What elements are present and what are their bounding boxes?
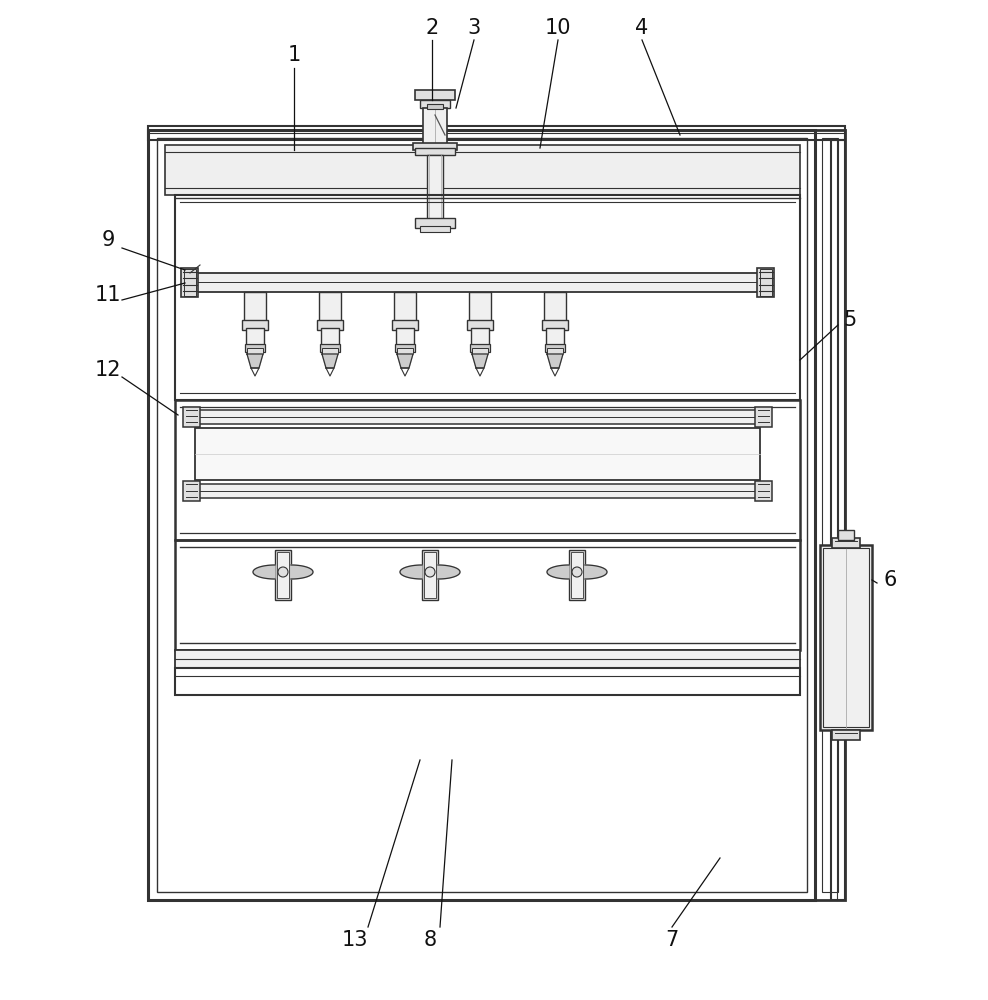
Text: 3: 3 — [467, 18, 480, 38]
Bar — [822, 138, 838, 892]
Text: 2: 2 — [426, 18, 439, 38]
Bar — [571, 552, 583, 598]
Bar — [148, 130, 815, 900]
Bar — [420, 226, 450, 232]
Polygon shape — [585, 565, 607, 579]
Bar — [427, 104, 443, 109]
Polygon shape — [253, 565, 275, 579]
Bar — [175, 195, 800, 400]
Bar — [392, 320, 418, 330]
Text: 11: 11 — [95, 285, 122, 305]
Bar — [415, 218, 455, 228]
Bar — [547, 348, 563, 354]
Bar — [148, 126, 845, 140]
Bar — [394, 292, 416, 325]
Text: 4: 4 — [635, 18, 649, 38]
Bar — [423, 108, 447, 145]
Text: 9: 9 — [102, 230, 115, 250]
Text: 8: 8 — [424, 930, 437, 950]
Polygon shape — [438, 565, 460, 579]
Text: 10: 10 — [544, 18, 571, 38]
Bar — [320, 344, 340, 352]
Bar — [181, 268, 198, 297]
Bar — [165, 145, 800, 195]
Circle shape — [425, 567, 435, 577]
Bar — [242, 320, 268, 330]
Bar — [427, 155, 443, 225]
Circle shape — [572, 567, 582, 577]
Bar — [832, 538, 860, 548]
Polygon shape — [247, 354, 263, 368]
Bar — [544, 292, 566, 325]
Bar — [760, 269, 772, 296]
Bar — [275, 550, 291, 600]
Bar — [755, 407, 772, 427]
Bar — [157, 138, 807, 892]
Bar — [832, 730, 860, 740]
Bar — [397, 348, 413, 354]
Bar — [183, 407, 200, 427]
Bar — [415, 148, 455, 155]
Text: 1: 1 — [288, 45, 300, 65]
Bar — [175, 650, 800, 668]
Bar — [192, 484, 768, 498]
Bar — [396, 328, 414, 348]
Bar — [317, 320, 343, 330]
Bar — [757, 268, 774, 297]
Bar — [823, 548, 869, 727]
Bar — [420, 100, 450, 108]
Bar — [820, 545, 872, 730]
Bar — [395, 344, 415, 352]
Bar — [469, 292, 491, 325]
Bar — [175, 400, 800, 540]
Text: 12: 12 — [95, 360, 122, 380]
Bar — [277, 552, 289, 598]
Bar — [183, 481, 200, 501]
Bar — [245, 344, 265, 352]
Bar — [467, 320, 493, 330]
Bar — [815, 130, 845, 900]
Bar — [184, 269, 196, 296]
Bar — [322, 348, 338, 354]
Bar — [546, 328, 564, 348]
Bar — [471, 328, 489, 348]
Bar — [569, 550, 585, 600]
Text: 13: 13 — [342, 930, 369, 950]
Bar — [424, 552, 436, 598]
Bar — [244, 292, 266, 325]
Bar — [175, 668, 800, 695]
Bar — [190, 273, 768, 292]
Bar — [246, 328, 264, 348]
Polygon shape — [397, 354, 413, 368]
Circle shape — [278, 567, 288, 577]
Bar — [192, 410, 768, 424]
Polygon shape — [322, 354, 338, 368]
Bar — [413, 143, 457, 150]
Bar — [472, 348, 488, 354]
Polygon shape — [547, 565, 569, 579]
Bar — [247, 348, 263, 354]
Text: 5: 5 — [844, 310, 857, 330]
Bar — [831, 140, 845, 900]
Bar — [175, 540, 800, 650]
Bar — [470, 344, 490, 352]
Bar — [545, 344, 565, 352]
Bar — [321, 328, 339, 348]
Bar — [422, 550, 438, 600]
Bar — [755, 481, 772, 501]
Text: 6: 6 — [883, 570, 897, 590]
Polygon shape — [400, 565, 422, 579]
Bar — [838, 530, 854, 540]
Polygon shape — [472, 354, 488, 368]
Bar — [319, 292, 341, 325]
Bar — [415, 90, 455, 100]
Polygon shape — [547, 354, 563, 368]
Bar — [542, 320, 568, 330]
Text: 7: 7 — [665, 930, 679, 950]
Polygon shape — [291, 565, 313, 579]
Bar — [195, 428, 760, 480]
